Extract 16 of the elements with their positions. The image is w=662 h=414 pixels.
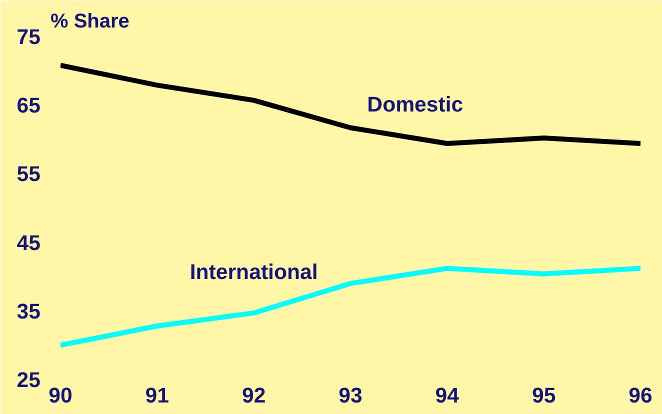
- series-label: International: [190, 260, 318, 284]
- x-tick-label: 96: [628, 384, 652, 408]
- x-tick-label: 93: [338, 384, 362, 408]
- y-tick-label: 75: [16, 25, 41, 49]
- y-tick-label: 35: [16, 299, 41, 324]
- x-tick-label: 92: [242, 384, 266, 408]
- y-tick-label: 25: [16, 368, 41, 392]
- x-tick-label: 95: [532, 384, 556, 408]
- x-tick-label: 91: [145, 384, 170, 408]
- y-tick-label: 65: [16, 94, 41, 118]
- series-label: Domestic: [367, 92, 464, 117]
- y-tick-label: 45: [16, 230, 41, 255]
- x-tick-label: 90: [48, 384, 72, 408]
- x-tick-label: 94: [435, 384, 460, 408]
- y-tick-label: 55: [16, 162, 41, 186]
- y-axis-title: % Share: [50, 10, 130, 32]
